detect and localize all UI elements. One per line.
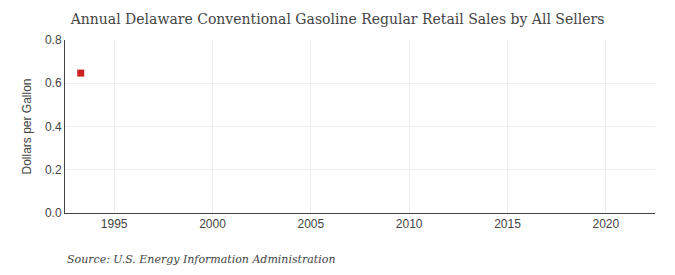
svg-text:2015: 2015 [494, 217, 521, 231]
svg-text:0.6: 0.6 [45, 76, 62, 90]
svg-text:Annual Delaware Conventional G: Annual Delaware Conventional Gasoline Re… [70, 11, 605, 27]
svg-text:2010: 2010 [396, 217, 423, 231]
svg-text:1995: 1995 [101, 217, 128, 231]
svg-text:0.4: 0.4 [45, 120, 62, 134]
svg-text:Dollars per Gallon: Dollars per Gallon [20, 78, 34, 174]
svg-text:0.8: 0.8 [45, 33, 62, 47]
svg-text:0.2: 0.2 [45, 163, 62, 177]
svg-text:Source: U.S. Energy Informatio: Source: U.S. Energy Information Administ… [67, 253, 335, 266]
svg-text:0.0: 0.0 [45, 206, 62, 220]
svg-text:2000: 2000 [199, 217, 226, 231]
svg-text:2005: 2005 [297, 217, 324, 231]
svg-text:2020: 2020 [592, 217, 619, 231]
